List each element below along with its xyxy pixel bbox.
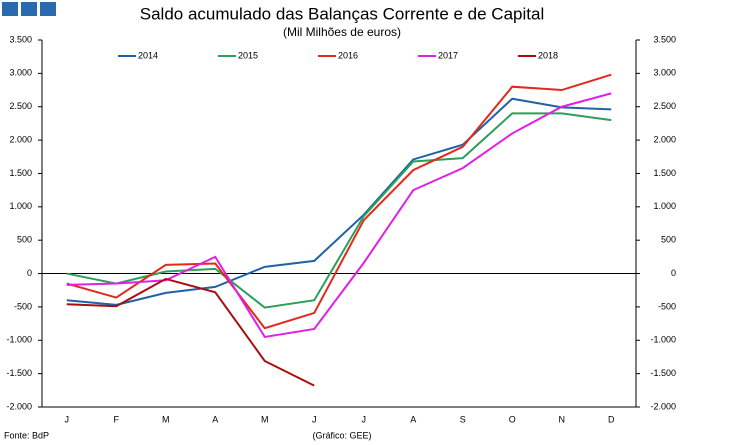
credit-note: (Gráfico: GEE) <box>312 430 371 440</box>
y2-tick-label: 500 <box>661 235 676 245</box>
y-tick-label: 3.500 <box>9 34 32 44</box>
series-line <box>66 277 315 387</box>
source-note: Fonte: BdP <box>4 430 49 440</box>
y2-tick-label: 1.000 <box>653 201 676 211</box>
y2-tick-label: 3.000 <box>653 68 676 78</box>
y2-tick-label: 1.500 <box>653 168 676 178</box>
logo-square <box>2 2 18 16</box>
x-tick-label: O <box>509 414 516 424</box>
chart-title: Saldo acumulado das Balanças Corrente e … <box>140 4 544 23</box>
series-line <box>66 112 612 309</box>
y2-tick-label: -1.500 <box>650 368 676 378</box>
y-tick-label: 1.000 <box>9 201 32 211</box>
y-tick-label: 1.500 <box>9 168 32 178</box>
x-tick-label: D <box>608 414 615 424</box>
y-tick-label: -2.000 <box>6 401 32 411</box>
y-tick-label: -500 <box>14 301 32 311</box>
legend-label: 2014 <box>138 50 158 60</box>
y2-tick-label: -2.000 <box>650 401 676 411</box>
x-tick-label: M <box>261 414 269 424</box>
y2-tick-label: 0 <box>671 268 676 278</box>
y-tick-label: -1.500 <box>6 368 32 378</box>
legend-label: 2016 <box>338 50 358 60</box>
series-line <box>66 97 612 306</box>
x-tick-label: J <box>65 414 70 424</box>
x-tick-label: S <box>460 414 466 424</box>
y-tick-label: 3.000 <box>9 68 32 78</box>
y-tick-label: -1.000 <box>6 335 32 345</box>
y2-tick-label: 2.000 <box>653 134 676 144</box>
legend-label: 2018 <box>538 50 558 60</box>
y-tick-label: 0 <box>27 268 32 278</box>
y2-tick-label: -500 <box>658 301 676 311</box>
x-tick-label: A <box>410 414 416 424</box>
legend-label: 2015 <box>238 50 258 60</box>
x-tick-label: N <box>559 414 566 424</box>
x-tick-label: A <box>212 414 218 424</box>
y-tick-label: 2.500 <box>9 101 32 111</box>
y2-tick-label: -1.000 <box>650 335 676 345</box>
series-line <box>66 73 612 330</box>
legend-label: 2017 <box>438 50 458 60</box>
x-tick-label: F <box>114 414 120 424</box>
logo-square <box>40 2 56 16</box>
y-tick-label: 500 <box>17 235 32 245</box>
x-tick-label: J <box>362 414 367 424</box>
logo-square <box>21 2 37 16</box>
y-tick-label: 2.000 <box>9 134 32 144</box>
y2-tick-label: 3.500 <box>653 34 676 44</box>
chart-subtitle: (Mil Milhões de euros) <box>283 25 401 39</box>
y2-tick-label: 2.500 <box>653 101 676 111</box>
x-tick-label: M <box>162 414 170 424</box>
x-tick-label: J <box>312 414 317 424</box>
series-line <box>66 92 612 339</box>
